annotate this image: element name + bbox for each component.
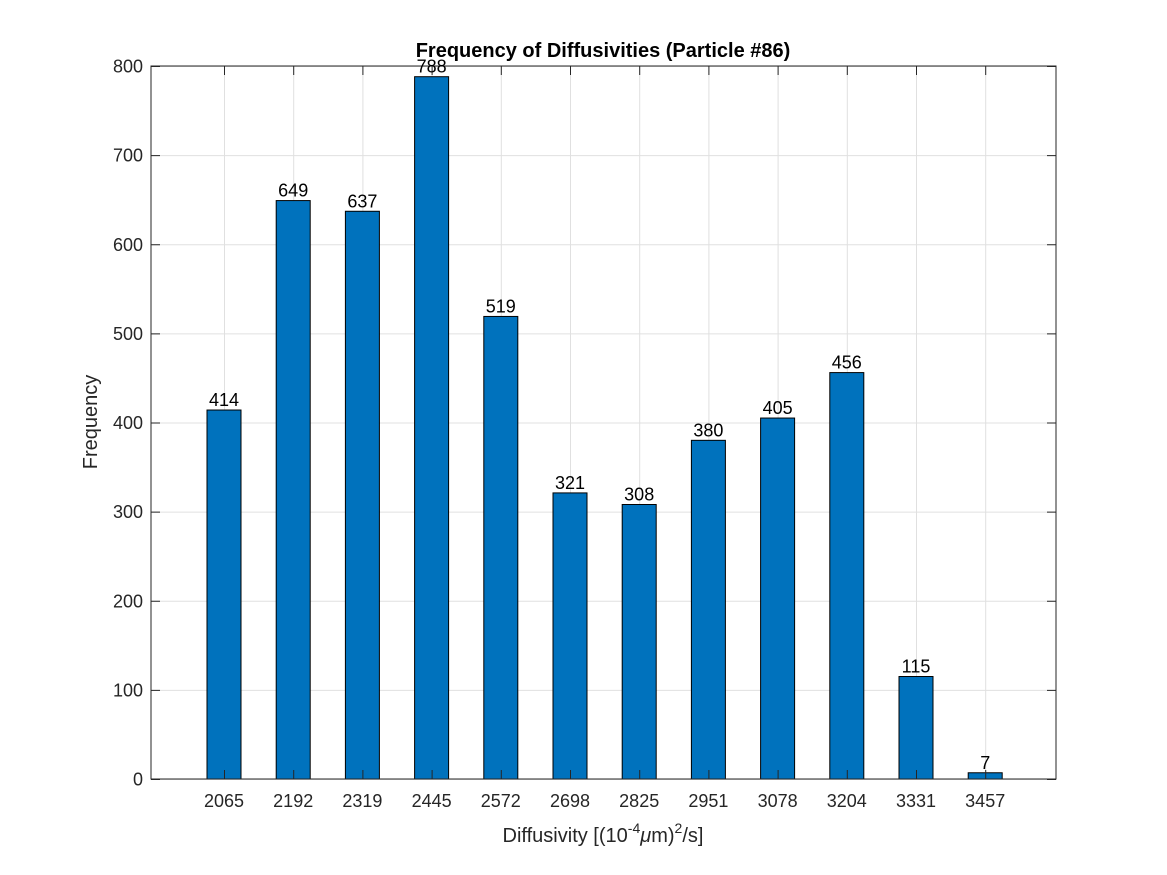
bar-2825: [621, 503, 657, 780]
x-tick-label: 3457: [965, 791, 1005, 811]
y-tick-label: 300: [113, 502, 143, 522]
x-axis-label-exponent: -4: [628, 820, 641, 836]
x-axis-label: Diffusivity [(10-4μm)2/s]: [503, 820, 704, 847]
bar-2698: [552, 492, 588, 780]
bar-2951: [690, 439, 726, 780]
data-label-3204: 456: [832, 353, 862, 373]
data-labels: 414 649 637 788 519 321 308 380 405 456 115 7: [209, 57, 990, 773]
bar-3204: [829, 372, 865, 780]
y-tick-label: 500: [113, 324, 143, 344]
bar-2065: [206, 409, 242, 780]
x-tick-label: 2951: [688, 791, 728, 811]
y-tick-label: 800: [113, 57, 143, 77]
x-tick-label: 2319: [342, 791, 382, 811]
data-label-3457: 7: [980, 753, 990, 773]
y-tick-label: 100: [113, 680, 143, 700]
x-tick-label: 2065: [204, 791, 244, 811]
bar-3331: [898, 676, 934, 780]
x-axis-label-mu: μ: [639, 825, 651, 847]
data-label-2698: 321: [555, 473, 585, 493]
y-tick-labels: 0 100 200 300 400 500 600 700 800: [113, 57, 143, 790]
bar-2192: [275, 200, 311, 780]
y-tick-label: 700: [113, 146, 143, 166]
data-label-2192: 649: [278, 181, 308, 201]
data-label-3331: 115: [902, 657, 931, 677]
data-label-3078: 405: [763, 398, 793, 418]
x-axis-label-suffix: /s]: [682, 825, 703, 847]
y-axis-label: Frequency: [80, 375, 102, 470]
data-label-2951: 380: [693, 420, 723, 440]
x-axis-label-unit: m): [651, 825, 674, 847]
bar-2445: [414, 76, 450, 780]
data-label-2065: 414: [209, 390, 239, 410]
bar-2319: [344, 210, 380, 780]
y-tick-label: 0: [133, 770, 143, 790]
x-tick-label: 3078: [758, 791, 798, 811]
bars: [206, 76, 1003, 780]
x-tick-label: 2445: [412, 791, 452, 811]
y-tick-label: 600: [113, 235, 143, 255]
bar-2572: [483, 315, 519, 780]
x-tick-label: 3204: [827, 791, 867, 811]
y-tick-label: 400: [113, 413, 143, 433]
x-tick-label: 2192: [273, 791, 313, 811]
chart-title: Frequency of Diffusivities (Particle #86…: [416, 40, 791, 62]
x-axis-label-prefix: Diffusivity [(10: [503, 825, 628, 847]
ticks: [151, 66, 1056, 780]
x-tick-label: 3331: [896, 791, 936, 811]
data-label-2825: 308: [624, 484, 654, 504]
x-tick-label: 2825: [619, 791, 659, 811]
x-axis-label-exponent2: 2: [675, 820, 683, 836]
x-tick-labels: 2065 2192 2319 2445 2572 2698 2825 2951 3078 3204…: [204, 791, 1005, 811]
bar-3078: [760, 417, 796, 780]
data-label-2572: 519: [486, 296, 516, 316]
x-tick-label: 2698: [550, 791, 590, 811]
y-tick-label: 200: [113, 591, 143, 611]
data-label-2445: 788: [417, 57, 447, 77]
x-tick-label: 2572: [481, 791, 521, 811]
data-label-2319: 637: [347, 191, 377, 211]
